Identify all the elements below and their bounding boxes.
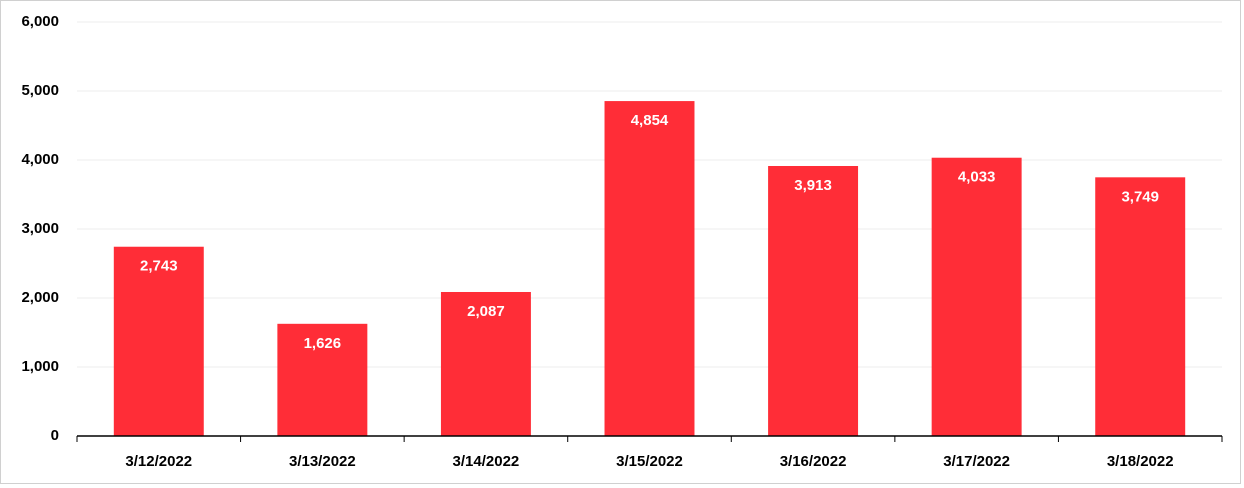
value-label: 3,913 — [794, 177, 832, 194]
x-tick-label: 3/16/2022 — [780, 453, 847, 470]
value-label: 2,087 — [467, 303, 505, 320]
y-tick-label: 4,000 — [21, 151, 59, 168]
bar — [931, 157, 1022, 436]
x-tick-label: 3/15/2022 — [616, 453, 683, 470]
bar — [440, 291, 531, 436]
bar — [768, 166, 859, 437]
bar — [604, 101, 695, 436]
x-tick-label: 3/17/2022 — [943, 453, 1010, 470]
y-tick-label: 0 — [51, 427, 59, 444]
y-tick-label: 5,000 — [21, 82, 59, 99]
value-label: 3,749 — [1121, 188, 1159, 205]
value-label: 2,743 — [140, 258, 178, 275]
x-tick-label: 3/12/2022 — [125, 453, 192, 470]
bar — [113, 246, 204, 436]
x-tick-label: 3/14/2022 — [453, 453, 520, 470]
value-label: 1,626 — [304, 335, 342, 352]
x-tick-label: 3/13/2022 — [289, 453, 356, 470]
y-tick-label: 2,000 — [21, 289, 59, 306]
y-tick-label: 1,000 — [21, 358, 59, 375]
y-tick-label: 3,000 — [21, 220, 59, 237]
bar — [1095, 177, 1186, 436]
value-label: 4,033 — [958, 169, 996, 186]
x-tick-label: 3/18/2022 — [1107, 453, 1174, 470]
value-label: 4,854 — [631, 112, 669, 129]
bar — [277, 323, 368, 436]
y-tick-label: 6,000 — [21, 13, 59, 30]
